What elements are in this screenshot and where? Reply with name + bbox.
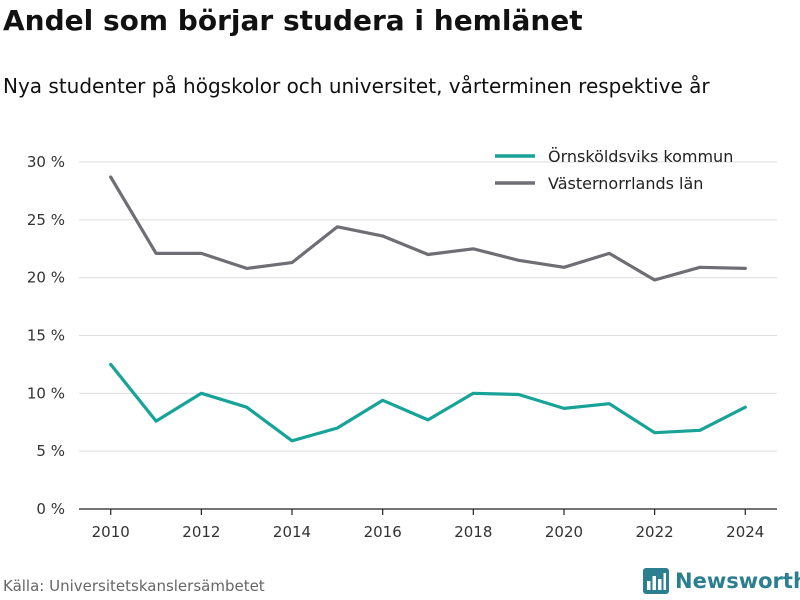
series-line-ornskoldsviks-kommun: [109, 362, 747, 443]
x-tick-label: 2022: [636, 523, 674, 541]
series-line-vasternorrlands-lan: [109, 175, 747, 282]
x-tick-label: 2010: [92, 523, 130, 541]
y-tick-label: 25 %: [27, 211, 65, 229]
chart-title: Andel som börjar studera i hemlänet: [3, 4, 583, 37]
legend: Örnsköldsviks kommun Västernorrlands län: [495, 147, 733, 193]
source-note: Källa: Universitetskanslersämbetet: [3, 577, 265, 595]
y-tick-label: 0 %: [36, 500, 65, 518]
y-tick-label: 20 %: [27, 269, 65, 287]
x-tick-label: 2012: [182, 523, 220, 541]
legend-label: Västernorrlands län: [548, 174, 703, 193]
series-lines: [109, 175, 747, 443]
y-tick-label: 30 %: [27, 153, 65, 171]
brand-logo: Newsworthy: [643, 568, 800, 594]
y-tick-label: 10 %: [27, 384, 65, 402]
x-tick-label: 2020: [545, 523, 583, 541]
x-tick-label: 2024: [726, 523, 764, 541]
y-tick-label: 15 %: [27, 327, 65, 345]
x-tick-label: 2016: [364, 523, 402, 541]
x-tick-label: 2014: [273, 523, 311, 541]
brand-name: Newsworthy: [675, 569, 800, 593]
axes: 0 % 5 % 10 % 15 % 20 % 25 % 30 % 2010 2012 2014 20…: [27, 153, 777, 541]
x-tick-label: 2018: [454, 523, 492, 541]
bar-chart-logo-icon: [643, 568, 669, 594]
grid-lines: [79, 161, 777, 452]
y-tick-label: 5 %: [36, 442, 65, 460]
chart-subtitle: Nya studenter på högskolor och universit…: [3, 74, 710, 98]
legend-label: Örnsköldsviks kommun: [548, 147, 733, 166]
